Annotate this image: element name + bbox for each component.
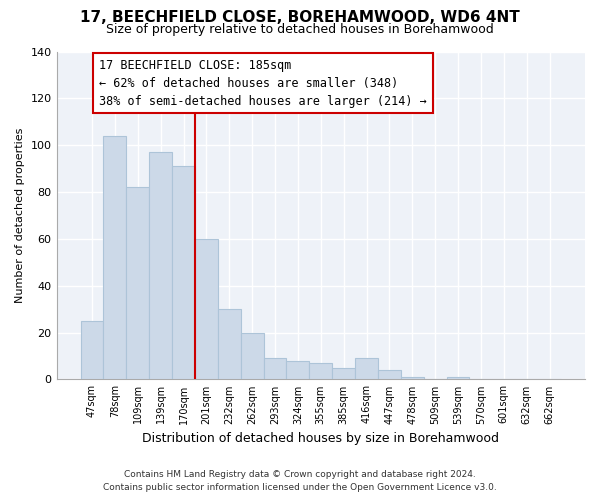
Y-axis label: Number of detached properties: Number of detached properties <box>15 128 25 303</box>
Bar <box>103 136 127 380</box>
Bar <box>263 358 286 380</box>
Text: Size of property relative to detached houses in Borehamwood: Size of property relative to detached ho… <box>106 22 494 36</box>
Bar <box>127 188 149 380</box>
Bar <box>218 309 241 380</box>
X-axis label: Distribution of detached houses by size in Borehamwood: Distribution of detached houses by size … <box>142 432 499 445</box>
Bar <box>332 368 355 380</box>
Bar <box>286 360 310 380</box>
Bar <box>446 377 469 380</box>
Bar <box>378 370 401 380</box>
Text: 17 BEECHFIELD CLOSE: 185sqm
← 62% of detached houses are smaller (348)
38% of se: 17 BEECHFIELD CLOSE: 185sqm ← 62% of det… <box>99 58 427 108</box>
Bar <box>149 152 172 380</box>
Bar <box>401 377 424 380</box>
Bar <box>80 321 103 380</box>
Bar <box>195 239 218 380</box>
Bar <box>355 358 378 380</box>
Text: 17, BEECHFIELD CLOSE, BOREHAMWOOD, WD6 4NT: 17, BEECHFIELD CLOSE, BOREHAMWOOD, WD6 4… <box>80 10 520 25</box>
Bar <box>172 166 195 380</box>
Bar <box>241 332 263 380</box>
Text: Contains HM Land Registry data © Crown copyright and database right 2024.
Contai: Contains HM Land Registry data © Crown c… <box>103 470 497 492</box>
Bar <box>310 363 332 380</box>
